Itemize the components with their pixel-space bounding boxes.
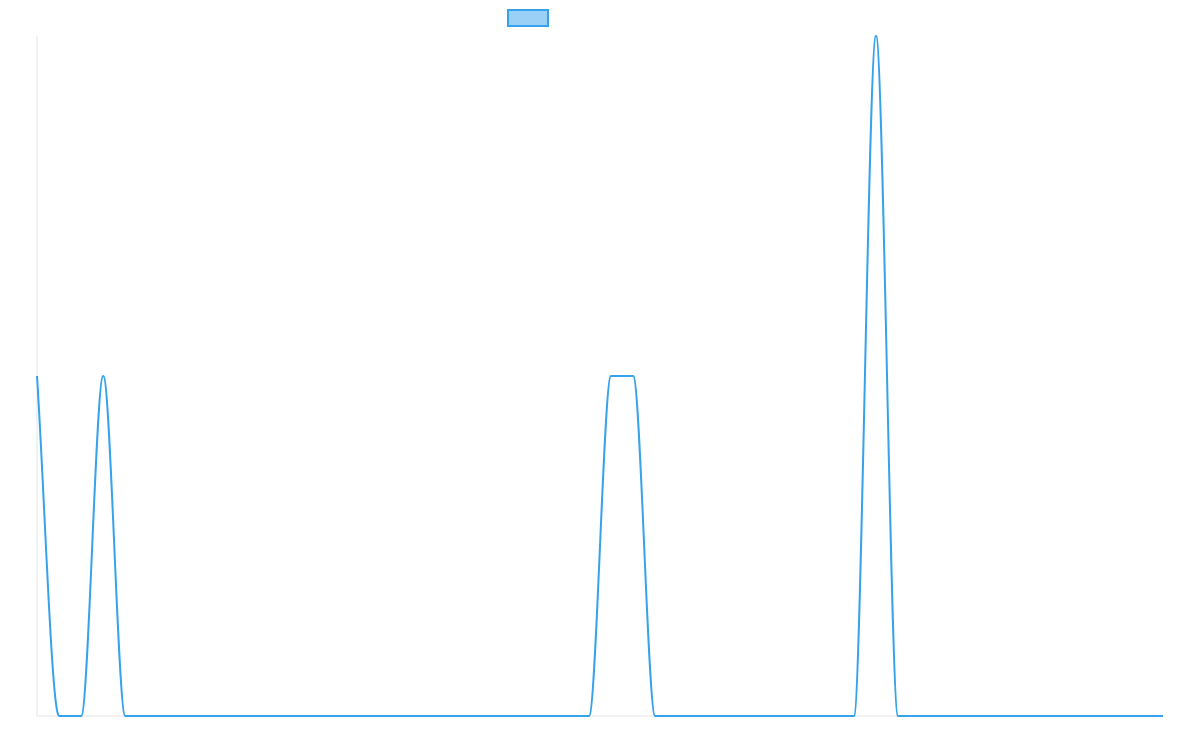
legend-swatch[interactable] xyxy=(507,9,549,27)
series-line xyxy=(36,35,1163,717)
